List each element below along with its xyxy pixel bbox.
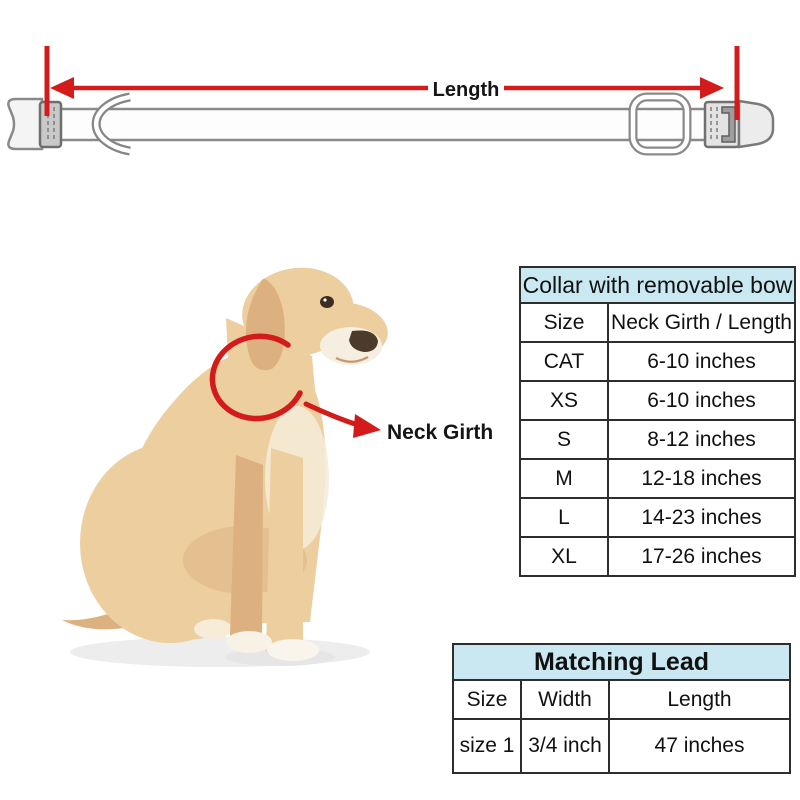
- table-row: S 8-12 inches: [519, 419, 796, 460]
- column-header-size: Size: [519, 302, 609, 343]
- female-buckle-icon: [7, 97, 44, 151]
- table-row: XS 6-10 inches: [519, 380, 796, 421]
- ear: [246, 278, 285, 371]
- column-header-size: Size: [452, 679, 522, 720]
- girth-cell: 8-12 inches: [607, 419, 796, 460]
- column-header-girth: Neck Girth / Length: [607, 302, 796, 343]
- girth-cell: 6-10 inches: [607, 380, 796, 421]
- girth-cell: 14-23 inches: [607, 497, 796, 538]
- nose: [349, 330, 378, 352]
- length-label: Length: [433, 79, 500, 101]
- tri-glide-slider-icon: [628, 92, 692, 156]
- eye: [320, 296, 334, 308]
- mouth-line: [335, 356, 369, 363]
- size-cell: S: [519, 419, 609, 460]
- size-cell: L: [519, 497, 609, 538]
- table-row: size 1 3/4 inch 47 inches: [452, 718, 791, 774]
- table-title-row: Matching Lead: [452, 643, 791, 681]
- paw: [226, 631, 272, 653]
- neck-girth-label: Neck Girth: [387, 421, 493, 444]
- girth-cell: 6-10 inches: [607, 341, 796, 382]
- table-row: CAT 6-10 inches: [519, 341, 796, 382]
- length-measurement: Length: [44, 46, 740, 120]
- column-header-width: Width: [520, 679, 610, 720]
- length-cell: 47 inches: [608, 718, 791, 774]
- table-header-row: Size Neck Girth / Length: [519, 302, 796, 343]
- size-cell: CAT: [519, 341, 609, 382]
- size-cell: size 1: [452, 718, 522, 774]
- arrowhead-left-icon: [50, 77, 74, 99]
- size-cell: XL: [519, 536, 609, 577]
- male-buckle-icon: [703, 99, 775, 149]
- girth-cell: 17-26 inches: [607, 536, 796, 577]
- buckle-housing-left: [38, 100, 63, 149]
- neck-girth-annotation: Neck Girth: [209, 333, 493, 444]
- collar-length-diagram: Length: [7, 46, 775, 156]
- collar-strap: [48, 107, 716, 142]
- neck-girth-loop: [209, 333, 303, 422]
- collar-table-title: Collar with removable bow: [519, 266, 796, 304]
- collar-size-table: Collar with removable bow Size Neck Girt…: [519, 266, 796, 577]
- arrowhead-icon: [353, 414, 381, 438]
- paw: [267, 639, 319, 661]
- table-row: M 12-18 inches: [519, 458, 796, 499]
- width-cell: 3/4 inch: [520, 718, 610, 774]
- table-header-row: Size Width Length: [452, 679, 791, 720]
- table-title-row: Collar with removable bow: [519, 266, 796, 304]
- size-cell: XS: [519, 380, 609, 421]
- girth-cell: 12-18 inches: [607, 458, 796, 499]
- puppy-photo: [62, 267, 388, 667]
- arrowhead-right-icon: [700, 77, 724, 99]
- matching-lead-table: Matching Lead Size Width Length size 1 3…: [452, 643, 791, 774]
- table-row: XL 17-26 inches: [519, 536, 796, 577]
- d-ring-icon: [91, 92, 131, 156]
- lead-table-title: Matching Lead: [452, 643, 791, 681]
- table-row: L 14-23 inches: [519, 497, 796, 538]
- size-cell: M: [519, 458, 609, 499]
- column-header-length: Length: [608, 679, 791, 720]
